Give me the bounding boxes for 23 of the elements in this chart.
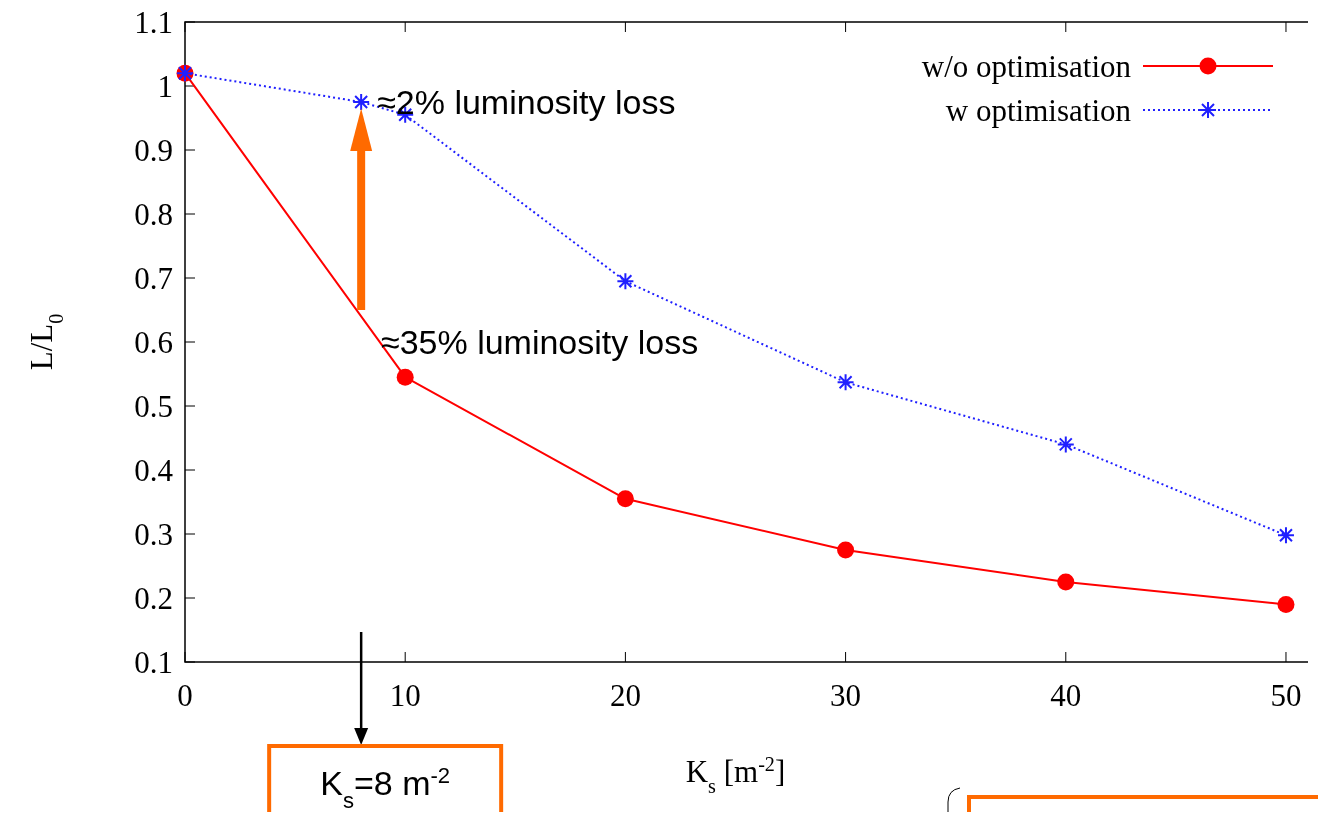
y-tick-label: 1 [157,68,173,104]
annotation: ≈2% luminosity loss [377,82,676,121]
text: K$_{s}$=8 m$^{-2}$ [320,762,451,813]
x-axis-title: K$_{s}$ [m$^{-2}$] [685,753,786,797]
y-tick-label: 0.1 [134,644,173,680]
legend-label: w optimisation [945,92,1132,128]
y-tick-label: 0.9 [134,132,173,168]
y-tick-label: 0.5 [134,388,173,424]
y-tick-label: 1.1 [134,4,173,40]
y-tick-label: 0.7 [134,260,173,296]
legend-label: w/o optimisation [921,48,1132,84]
x-tick-label: 10 [389,678,421,713]
y-tick-label: 0.8 [134,196,173,232]
y-tick-label: 0.6 [134,324,173,360]
x-tick-label: 50 [1270,678,1302,713]
annotation: ≈35% luminosity loss [380,322,699,361]
y-tick-label: 0.4 [134,452,174,488]
x-tick-label: 40 [1050,678,1082,713]
x-tick-label: 30 [830,678,862,713]
x-tick-label: 20 [609,678,641,713]
x-tick-label: 0 [177,678,193,713]
y-tick-label: 0.2 [134,580,173,616]
y-tick-label: 0.3 [134,516,173,552]
